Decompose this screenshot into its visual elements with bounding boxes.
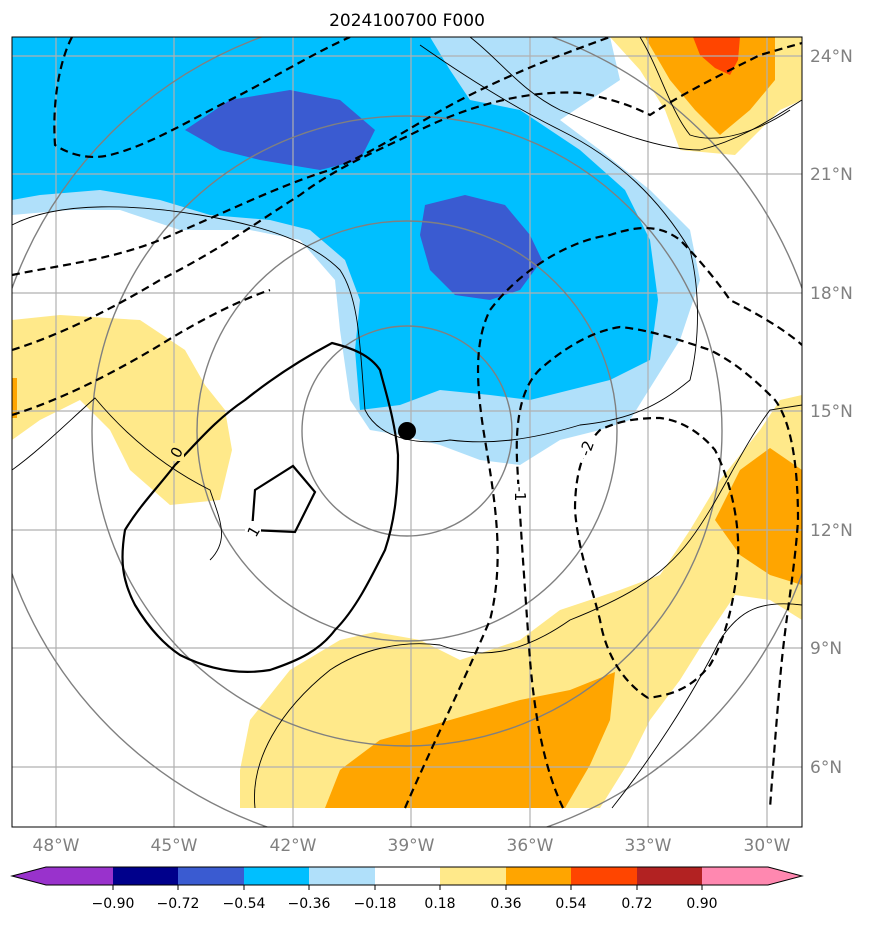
colorbar-swatch-5 xyxy=(375,867,440,885)
colorbar-swatch-4 xyxy=(309,867,375,885)
shade-dark-blue-center xyxy=(420,195,542,300)
lon-label-39w: 39°W xyxy=(388,836,435,856)
colorbar-swatch-0 xyxy=(46,867,113,885)
colorbar-swatch-6 xyxy=(440,867,506,885)
colorbar-swatch-3 xyxy=(244,867,309,885)
colorbar-label-7: 0.54 xyxy=(555,896,586,912)
colorbar-swatch-10 xyxy=(702,867,768,885)
contour-label-0-bg xyxy=(168,443,184,461)
colorbar-label-8: 0.72 xyxy=(621,896,652,912)
contour-label-neg2: -2 xyxy=(576,438,598,458)
lat-label-6n: 6°N xyxy=(810,758,842,778)
lat-label-24n: 24°N xyxy=(810,47,853,67)
dashed-contours xyxy=(12,37,802,809)
lat-label-15n: 15°N xyxy=(810,402,853,422)
colorbar-label-5: 0.18 xyxy=(424,896,455,912)
colorbar-extend-high xyxy=(768,867,802,885)
colorbar-swatch-2 xyxy=(178,867,244,885)
lon-label-36w: 36°W xyxy=(507,836,554,856)
contour-label-neg2-bg xyxy=(576,438,596,458)
colorbar-label-4: −0.18 xyxy=(354,896,397,912)
map-frame xyxy=(11,36,803,828)
lat-label-21n: 21°N xyxy=(810,165,853,185)
lon-label-48w: 48°W xyxy=(33,836,80,856)
map-panel xyxy=(12,37,802,827)
colorbar-swatch-9 xyxy=(637,867,702,885)
lat-label-18n: 18°N xyxy=(810,284,853,304)
latitude-labels: 24°N 21°N 18°N 15°N 12°N 9°N 6°N xyxy=(810,47,853,778)
shade-yellow-south xyxy=(240,395,802,808)
colorbar-extend-low xyxy=(12,867,46,885)
lat-label-12n: 12°N xyxy=(810,521,853,541)
shade-orange-west-edge xyxy=(12,378,17,418)
shade-dark-blue-north xyxy=(185,90,375,170)
colorbar-label-1: −0.72 xyxy=(157,896,200,912)
contour-label-neg1-bg xyxy=(508,484,526,504)
contour-labels: 0 1 -1 -2 xyxy=(167,438,598,540)
colorbar-swatch-8 xyxy=(571,867,637,885)
shade-orange-northeast xyxy=(645,37,775,135)
colorbar-ticks xyxy=(112,885,703,890)
range-rings xyxy=(12,37,802,827)
colorbar-swatch-7 xyxy=(506,867,571,885)
colorbar: −0.90 −0.72 −0.54 −0.36 −0.18 0.18 0.36 … xyxy=(10,866,804,912)
lat-label-9n: 9°N xyxy=(810,639,842,659)
colorbar-label-2: −0.54 xyxy=(223,896,266,912)
lon-label-45w: 45°W xyxy=(151,836,198,856)
colorbar-label-9: 0.90 xyxy=(686,896,717,912)
thin-contours xyxy=(12,37,802,809)
colorbar-label-3: −0.36 xyxy=(288,896,331,912)
contour-label-neg1: -1 xyxy=(511,487,529,502)
colorbar-label-6: 0.36 xyxy=(490,896,521,912)
map-title: 2024100700 F000 xyxy=(329,11,485,31)
colorbar-outline xyxy=(10,866,804,886)
shade-orange-east xyxy=(715,448,802,585)
lon-label-42w: 42°W xyxy=(270,836,317,856)
graticule xyxy=(12,37,802,827)
longitude-labels: 48°W 45°W 42°W 39°W 36°W 33°W 30°W xyxy=(33,836,791,856)
lon-label-33w: 33°W xyxy=(625,836,672,856)
colorbar-swatch-1 xyxy=(113,867,178,885)
colorbar-label-0: −0.90 xyxy=(92,896,135,912)
lon-label-30w: 30°W xyxy=(744,836,791,856)
contour-label-1-bg xyxy=(245,521,261,539)
storm-center-marker xyxy=(398,422,416,440)
